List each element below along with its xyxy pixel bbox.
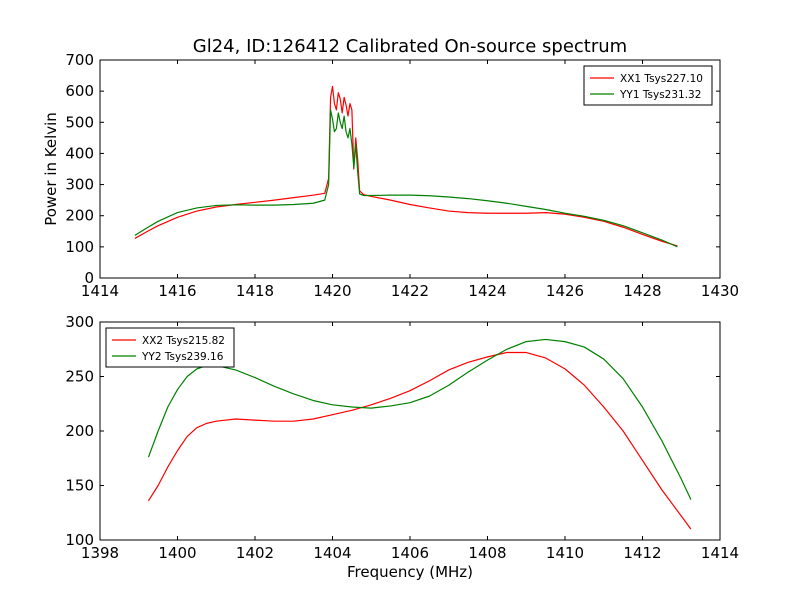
- top-legend-box: [583, 65, 713, 106]
- top-x-tick-label: 1416: [158, 282, 196, 300]
- top-x-tick-label: 1430: [701, 282, 739, 300]
- bottom-y-tick-label: 150: [65, 477, 94, 495]
- top-x-tick-label: 1424: [468, 282, 506, 300]
- bottom-x-tick-label: 1412: [623, 544, 661, 562]
- top-y-tick-label: 600: [65, 82, 94, 100]
- top-plot: 1414 1416 1418 1420 1422 1424 1426 1428 1430 0 100…: [42, 51, 739, 300]
- top-x-tick-label: 1426: [546, 282, 584, 300]
- bottom-y-tick-label: 250: [65, 368, 94, 386]
- bottom-legend-label-1: XX2 Tsys215.82: [142, 335, 225, 347]
- bottom-y-tick-label: 100: [65, 531, 94, 549]
- top-y-tick-label: 200: [65, 207, 94, 225]
- top-x-tick-label: 1428: [623, 282, 661, 300]
- top-y-tick-label: 100: [65, 238, 94, 256]
- bottom-x-tick-label: 1408: [468, 544, 506, 562]
- top-x-tick-label: 1420: [313, 282, 351, 300]
- top-x-tick-label: 1418: [236, 282, 274, 300]
- top-y-tick-label: 500: [65, 113, 94, 131]
- bottom-plot: 1398 1400 1402 1404 1406 1408 1410 1412 1414 100 1…: [65, 313, 739, 581]
- bottom-x-tick-label: 1406: [391, 544, 429, 562]
- bottom-y-tick-label: 300: [65, 313, 94, 331]
- bottom-x-tick-label: 1414: [701, 544, 739, 562]
- bottom-x-tick-label: 1400: [158, 544, 196, 562]
- top-y-axis-label: Power in Kelvin: [42, 112, 60, 226]
- bottom-x-tick-label: 1398: [81, 544, 119, 562]
- top-x-tick-label: 1414: [81, 282, 119, 300]
- top-x-tick-label: 1422: [391, 282, 429, 300]
- bottom-legend-label-2: YY2 Tsys239.16: [141, 351, 224, 363]
- top-series-line-1: [134, 85, 678, 247]
- bottom-x-tick-label: 1402: [236, 544, 274, 562]
- bottom-x-tick-label: 1404: [313, 544, 351, 562]
- top-y-tick-label: 0: [84, 269, 94, 287]
- top-legend-label-1: XX1 Tsys227.10: [620, 73, 703, 85]
- top-y-tick-label: 400: [65, 144, 94, 162]
- chart-title: Gl24, ID:126412 Calibrated On-source spe…: [193, 36, 627, 57]
- top-y-tick-label: 300: [65, 176, 94, 194]
- bottom-legend-box: [105, 327, 235, 368]
- bottom-series-line-1: [147, 351, 692, 530]
- top-legend: XX1 Tsys227.10 YY1 Tsys231.32: [583, 65, 713, 106]
- bottom-y-tick-label: 200: [65, 422, 94, 440]
- top-y-tick-label: 700: [65, 51, 94, 69]
- bottom-x-tick-label: 1410: [546, 544, 584, 562]
- top-legend-label-2: YY1 Tsys231.32: [619, 89, 701, 101]
- top-series-line-2: [134, 109, 678, 248]
- bottom-legend: XX2 Tsys215.82 YY2 Tsys239.16: [105, 327, 235, 368]
- bottom-series-line-2: [147, 338, 692, 500]
- bottom-x-axis-label: Frequency (MHz): [347, 563, 473, 581]
